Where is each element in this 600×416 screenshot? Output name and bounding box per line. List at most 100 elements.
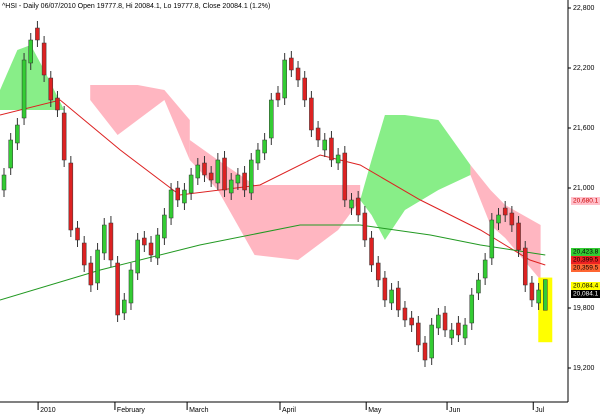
candle-body	[215, 159, 221, 184]
price-label: 20,423.8	[573, 249, 599, 256]
candle-layer	[1, 21, 553, 367]
candle-body	[422, 342, 428, 361]
candle-body	[148, 242, 154, 256]
candle-body	[108, 222, 114, 261]
y-tick-label: 22,200	[573, 65, 595, 72]
candle-body	[88, 262, 94, 286]
price-label-box	[571, 197, 600, 205]
candle-body	[442, 312, 448, 331]
candle-body	[502, 207, 508, 216]
candle-body	[322, 139, 328, 151]
candle-body	[315, 127, 321, 141]
candle-body	[302, 77, 307, 101]
candle-body	[275, 92, 281, 101]
candle-body	[61, 112, 67, 161]
candle-body	[289, 57, 294, 71]
candle-body	[329, 137, 334, 161]
candle-body	[188, 174, 194, 194]
y-tick-label: 19,800	[573, 305, 595, 312]
candle-body	[429, 324, 434, 359]
candle-body	[355, 197, 361, 216]
x-tick-label: Jul	[535, 407, 544, 414]
candle-body	[242, 172, 247, 191]
candle-body	[369, 237, 374, 266]
x-tick-label: April	[282, 407, 296, 414]
y-tick-label: 21,000	[573, 185, 595, 192]
candle-body	[155, 234, 160, 259]
candle-body	[462, 324, 468, 339]
candle-body	[75, 227, 80, 241]
candle-body	[135, 239, 140, 274]
x-tick-label: Jun	[449, 407, 460, 414]
candle-body	[68, 162, 74, 231]
candle-body	[402, 307, 408, 321]
candle-body	[255, 149, 261, 164]
candle-body	[282, 59, 287, 99]
candle-body	[142, 237, 147, 246]
candle-body	[436, 314, 441, 329]
y-tick-label: 22,800	[573, 5, 595, 12]
candle-body	[375, 262, 381, 281]
price-label-box	[571, 282, 600, 290]
candle-body	[496, 214, 501, 224]
candle-body	[122, 299, 127, 314]
candle-body	[28, 39, 33, 64]
candle-body	[228, 179, 234, 194]
candle-body	[262, 139, 267, 154]
y-tick-label: 21,600	[573, 125, 595, 132]
candle-body	[489, 219, 495, 259]
candle-body	[295, 67, 301, 81]
cloud-layer	[0, 45, 541, 280]
price-label: 20,680.1	[573, 198, 599, 205]
x-tick-label: 2010	[40, 407, 56, 414]
price-label-box	[571, 264, 600, 272]
candle-body	[202, 162, 207, 176]
candle-body	[362, 212, 368, 241]
x-tick-label: February	[117, 407, 146, 414]
candle-body	[536, 289, 541, 304]
x-tick-label: May	[368, 407, 382, 414]
x-tick-label: March	[189, 407, 209, 414]
ichimoku-cloud	[360, 115, 471, 240]
chart-title: ^HSI - Daily 06/07/2010 Open 19777.8, Hi…	[2, 3, 270, 10]
candle-body	[101, 224, 107, 254]
candle-body	[222, 157, 227, 191]
candle-body	[162, 214, 167, 239]
candle-body	[15, 124, 20, 144]
candle-body	[389, 289, 394, 304]
candle-body	[469, 294, 475, 324]
candle-body	[81, 242, 87, 266]
candle-body	[48, 77, 54, 101]
candle-body	[41, 42, 47, 76]
candle-body	[8, 139, 13, 169]
candle-body	[168, 189, 174, 219]
price-label: 20,359.5	[573, 265, 599, 272]
candle-body	[309, 97, 314, 131]
candle-body	[175, 187, 181, 201]
candle-body	[516, 222, 521, 251]
candle-body	[195, 164, 201, 179]
candle-body	[482, 259, 488, 279]
candle-body	[269, 99, 274, 139]
y-tick-label: 19,200	[573, 365, 595, 372]
price-label: 20,084.4	[573, 283, 599, 290]
candle-body	[249, 159, 254, 194]
price-label-box	[571, 256, 600, 264]
price-label-box	[571, 290, 600, 298]
candle-body	[1, 174, 7, 191]
candle-body	[35, 27, 40, 41]
candle-body	[115, 262, 120, 316]
ichimoku-cloud	[189, 140, 361, 260]
candle-body	[95, 249, 100, 284]
candle-body	[349, 199, 354, 209]
candle-body	[55, 97, 60, 111]
candle-body	[522, 247, 528, 286]
candle-body	[182, 189, 187, 204]
candle-body	[449, 329, 454, 339]
candle-body	[529, 282, 535, 301]
candle-body	[396, 287, 401, 311]
price-label-box	[571, 248, 600, 256]
candle-body	[21, 59, 27, 119]
candle-body	[509, 212, 515, 226]
